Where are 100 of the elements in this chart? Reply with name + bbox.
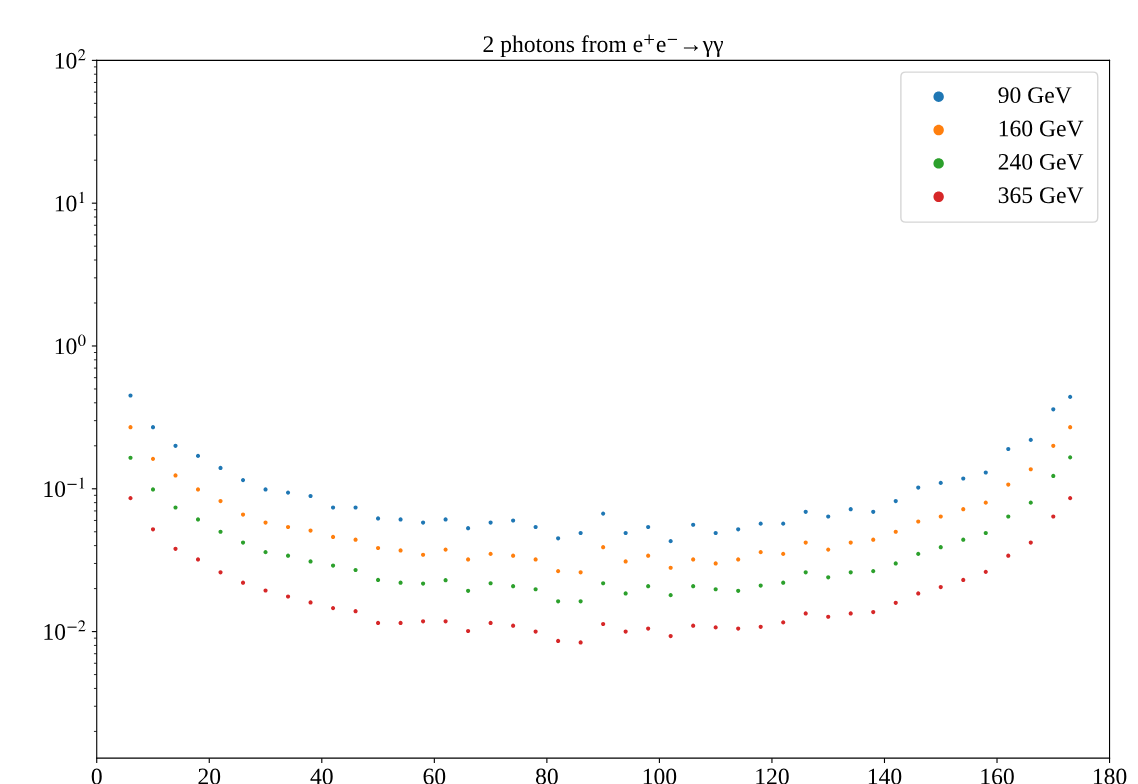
point [1006, 446, 1011, 452]
point [646, 626, 651, 631]
point [511, 518, 516, 523]
point [195, 487, 201, 492]
point [1028, 500, 1033, 505]
point [646, 524, 651, 530]
point [263, 520, 268, 525]
point [308, 600, 313, 605]
point [713, 587, 718, 592]
legend-label: 240 GeV [998, 153, 1084, 170]
point [871, 537, 876, 542]
point [983, 530, 988, 536]
y-tick-label: 10$^{0}$ [55, 334, 86, 355]
point [375, 620, 381, 626]
point [128, 496, 133, 501]
point [961, 507, 966, 512]
legend-label: 90 GeV [998, 87, 1072, 104]
point [375, 516, 381, 521]
point [1006, 482, 1011, 487]
point [961, 577, 966, 583]
point [330, 606, 336, 611]
point [983, 470, 988, 475]
x-tick-label: 120 [756, 768, 789, 784]
legend-label: 160 GeV [999, 120, 1084, 137]
point [916, 591, 921, 596]
point [1068, 496, 1073, 501]
point [353, 609, 358, 614]
point [466, 588, 471, 593]
point [398, 548, 403, 553]
x-tick-label: 180 [1093, 768, 1127, 784]
x-tick-label: 60 [423, 768, 446, 784]
point [330, 563, 336, 568]
point [240, 478, 246, 483]
point [736, 527, 741, 532]
point [1051, 473, 1056, 479]
point [781, 521, 786, 526]
point [511, 623, 516, 628]
point [916, 519, 921, 524]
point [285, 594, 291, 599]
point [375, 577, 381, 583]
point [668, 593, 673, 598]
point [556, 569, 561, 574]
point [195, 557, 201, 562]
point [488, 620, 493, 626]
point [668, 634, 673, 639]
point [758, 550, 763, 555]
x-tick-label: 100 [643, 768, 677, 784]
point [826, 547, 831, 552]
point [916, 551, 921, 556]
point [556, 536, 561, 541]
point [1051, 443, 1056, 448]
point [848, 570, 853, 575]
point [803, 509, 808, 514]
point [128, 393, 133, 398]
point [466, 526, 471, 531]
point [668, 565, 673, 570]
point [173, 505, 178, 510]
point [533, 524, 538, 530]
x-tick-label: 160 [981, 768, 1014, 784]
point [511, 584, 516, 589]
point [871, 609, 876, 615]
point [218, 499, 223, 504]
point [533, 587, 538, 592]
point [601, 581, 606, 586]
point [285, 490, 291, 495]
point [263, 588, 268, 593]
point [623, 530, 628, 536]
point [398, 517, 403, 522]
point [983, 569, 988, 574]
point [736, 557, 741, 562]
point [848, 507, 853, 512]
point [375, 545, 381, 551]
point [150, 487, 156, 492]
point [1068, 455, 1073, 460]
point [308, 493, 313, 499]
point [803, 570, 808, 575]
point [285, 553, 291, 558]
point [826, 614, 831, 619]
y-tick-label: 10$^{2}$ [55, 48, 86, 69]
point [961, 537, 966, 542]
point [218, 529, 223, 534]
point [578, 570, 583, 575]
point [466, 628, 471, 634]
y-tick-label: 10$^{1}$ [55, 191, 85, 212]
point [938, 584, 943, 590]
point [488, 581, 493, 586]
point [646, 584, 651, 589]
point [713, 625, 718, 630]
x-tick-label: 20 [198, 768, 221, 784]
point [421, 552, 426, 557]
point [263, 550, 268, 555]
point [150, 425, 156, 430]
point [150, 527, 156, 532]
point [421, 619, 426, 624]
point [173, 443, 178, 448]
point [421, 581, 426, 586]
point [1006, 514, 1011, 519]
point [488, 551, 493, 556]
point [556, 599, 561, 604]
point [691, 557, 696, 562]
